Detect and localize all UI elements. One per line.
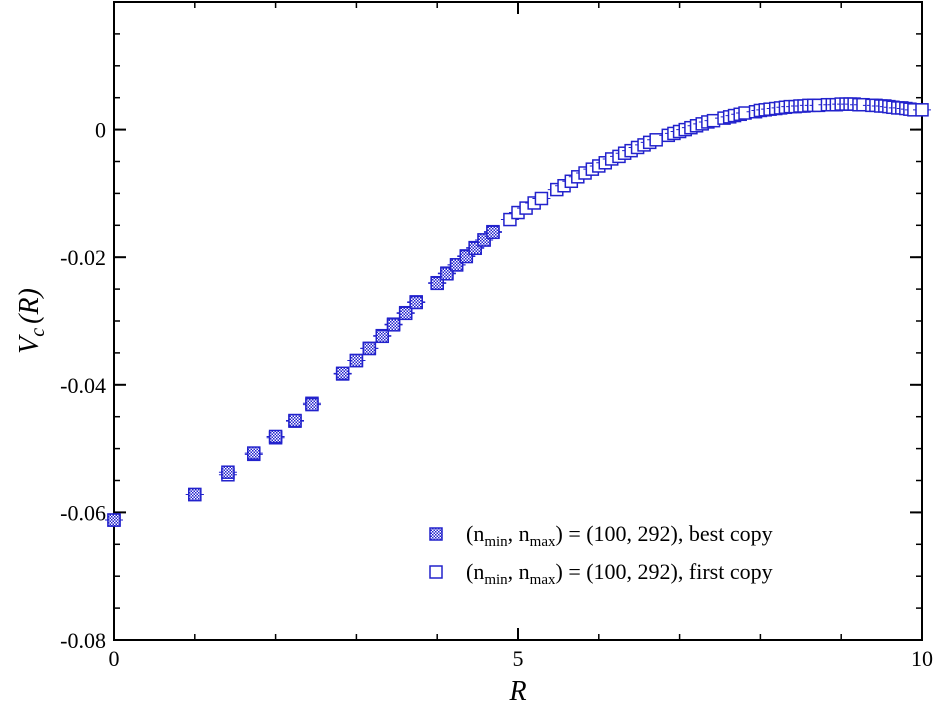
data-point-best bbox=[107, 513, 121, 527]
data-point-best bbox=[386, 318, 401, 332]
legend: (nmin, nmax) = (100, 292), best copy (nm… bbox=[429, 521, 773, 588]
legend-label-best: (nmin, nmax) = (100, 292), best copy bbox=[466, 521, 773, 550]
data-point-best bbox=[305, 397, 319, 412]
data-point-best bbox=[486, 225, 500, 240]
series-best-copy bbox=[105, 225, 502, 527]
y-tick-label: 0 bbox=[95, 118, 106, 143]
x-tick-label: 0 bbox=[109, 646, 120, 671]
x-axis-label: R bbox=[508, 676, 526, 704]
y-axis-label-rest: (R) bbox=[14, 288, 45, 324]
y-tick-label: -0.02 bbox=[60, 245, 106, 270]
legend-marker-first bbox=[429, 565, 443, 579]
legend-label-first: (nmin, nmax) = (100, 292), first copy bbox=[466, 559, 773, 588]
x-tick-label: 10 bbox=[911, 646, 933, 671]
y-tick-label: -0.06 bbox=[60, 500, 106, 525]
data-point-first bbox=[534, 191, 549, 206]
y-axis-label: Vc (R) bbox=[14, 288, 49, 354]
series-first-copy bbox=[105, 97, 931, 527]
data-point-best bbox=[188, 487, 202, 502]
data-point-best bbox=[362, 341, 377, 356]
data-point-best bbox=[349, 353, 364, 368]
data-point-best bbox=[247, 446, 261, 460]
legend-marker-best bbox=[429, 527, 443, 541]
x-axis-ticks: 0 5 10 bbox=[109, 2, 933, 671]
data-point-best bbox=[375, 329, 390, 344]
y-axis-label-main: V bbox=[14, 334, 45, 354]
y-axis-label-sub: c bbox=[27, 328, 49, 337]
data-point-first bbox=[915, 103, 929, 117]
y-tick-label: -0.04 bbox=[60, 373, 106, 398]
data-point-best bbox=[335, 366, 350, 381]
data-point-best bbox=[409, 295, 423, 310]
data-point-best bbox=[221, 465, 235, 479]
data-point-best bbox=[288, 413, 302, 428]
data-point-best bbox=[398, 306, 413, 321]
y-tick-label: -0.08 bbox=[60, 628, 106, 653]
x-tick-label: 5 bbox=[513, 646, 524, 671]
y-axis-ticks: -0.08 -0.06 -0.04 -0.02 0 bbox=[60, 118, 922, 653]
data-point-best bbox=[268, 429, 283, 444]
